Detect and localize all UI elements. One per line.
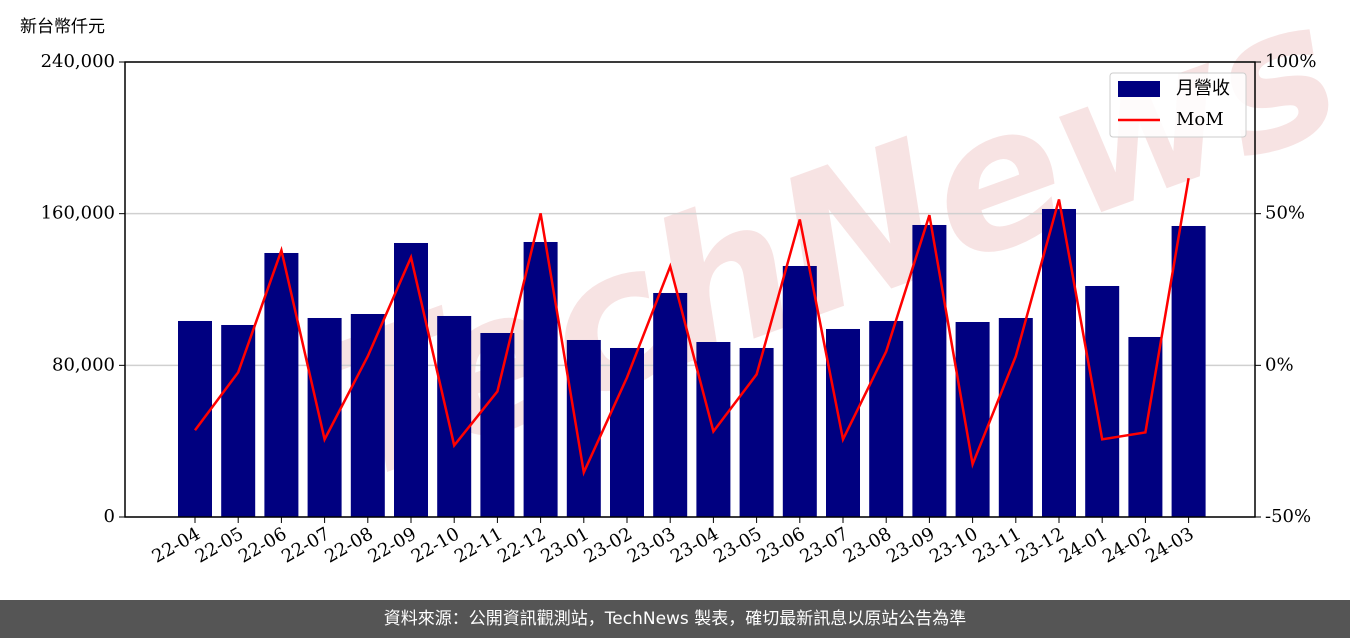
x-tick-label: 23-07 bbox=[797, 523, 852, 567]
x-tick-label: 22-12 bbox=[494, 523, 549, 567]
x-tick-label: 22-07 bbox=[278, 523, 333, 567]
y-tick-label: 160,000 bbox=[41, 203, 115, 224]
line bbox=[193, 177, 1190, 477]
y-tick-label: 0 bbox=[104, 506, 115, 527]
x-tick-label: 23-04 bbox=[667, 523, 722, 567]
bar bbox=[782, 265, 817, 517]
bar bbox=[1171, 225, 1206, 518]
x-tick-label: 22-04 bbox=[149, 523, 204, 567]
bar bbox=[653, 292, 688, 517]
bar bbox=[955, 321, 990, 517]
x-tick-label: 23-01 bbox=[537, 523, 592, 567]
footer-bar bbox=[0, 600, 1350, 638]
bar bbox=[221, 324, 256, 517]
x-tick-label: 23-06 bbox=[753, 523, 808, 567]
bar bbox=[264, 252, 299, 517]
x-tick-label: 23-11 bbox=[969, 523, 1024, 567]
bar bbox=[1042, 208, 1076, 518]
x-tick-label: 22-11 bbox=[451, 523, 506, 567]
x-tick-label: 24-02 bbox=[1099, 523, 1154, 567]
y2-tick-label: -50% bbox=[1265, 506, 1311, 527]
y2-tick-label: 100% bbox=[1265, 51, 1316, 72]
x-tick-label: 23-10 bbox=[926, 523, 981, 567]
bar bbox=[566, 339, 601, 517]
x-tick-label: 24-03 bbox=[1142, 523, 1197, 567]
legend-label: 月營收 bbox=[1176, 78, 1230, 99]
bar bbox=[480, 332, 515, 517]
plot-frame bbox=[124, 61, 1256, 518]
y-tick-label: 240,000 bbox=[41, 51, 115, 72]
bar bbox=[826, 328, 860, 517]
bar bbox=[350, 313, 385, 517]
y2-tick-label: 0% bbox=[1265, 354, 1294, 375]
x-tick-label: 24-01 bbox=[1056, 523, 1111, 567]
x-tick-label: 22-06 bbox=[235, 523, 290, 567]
x-tick-label: 23-02 bbox=[581, 523, 636, 567]
x-tick-label: 23-08 bbox=[840, 523, 895, 567]
footer: 資料來源：公開資訊觀測站，TechNews 製表，確切最新訊息以原站公告為準 bbox=[384, 609, 966, 629]
x-tick-label: 22-10 bbox=[408, 523, 463, 567]
x-tick-label: 23-05 bbox=[710, 523, 765, 567]
x-tick-label: 23-09 bbox=[883, 523, 938, 567]
y2-tick-label: 50% bbox=[1265, 203, 1305, 224]
bar bbox=[178, 320, 212, 517]
x-tick-label: 22-08 bbox=[321, 523, 376, 567]
bar bbox=[437, 315, 472, 517]
bar bbox=[610, 347, 644, 517]
y-tick-label: 80,000 bbox=[52, 354, 115, 375]
unit-label: 新台幣仟元 bbox=[20, 17, 105, 37]
legend-swatch bbox=[1118, 81, 1160, 97]
x-tick-label: 22-09 bbox=[365, 523, 420, 567]
bar bbox=[394, 242, 428, 518]
legend-label: MoM bbox=[1176, 109, 1224, 130]
x-tick-label: 23-12 bbox=[1013, 523, 1068, 567]
bar bbox=[1085, 285, 1120, 517]
x-tick-label: 22-05 bbox=[192, 523, 247, 567]
bar bbox=[998, 317, 1033, 517]
x-tick-label: 23-03 bbox=[624, 523, 679, 567]
bar bbox=[912, 224, 947, 517]
